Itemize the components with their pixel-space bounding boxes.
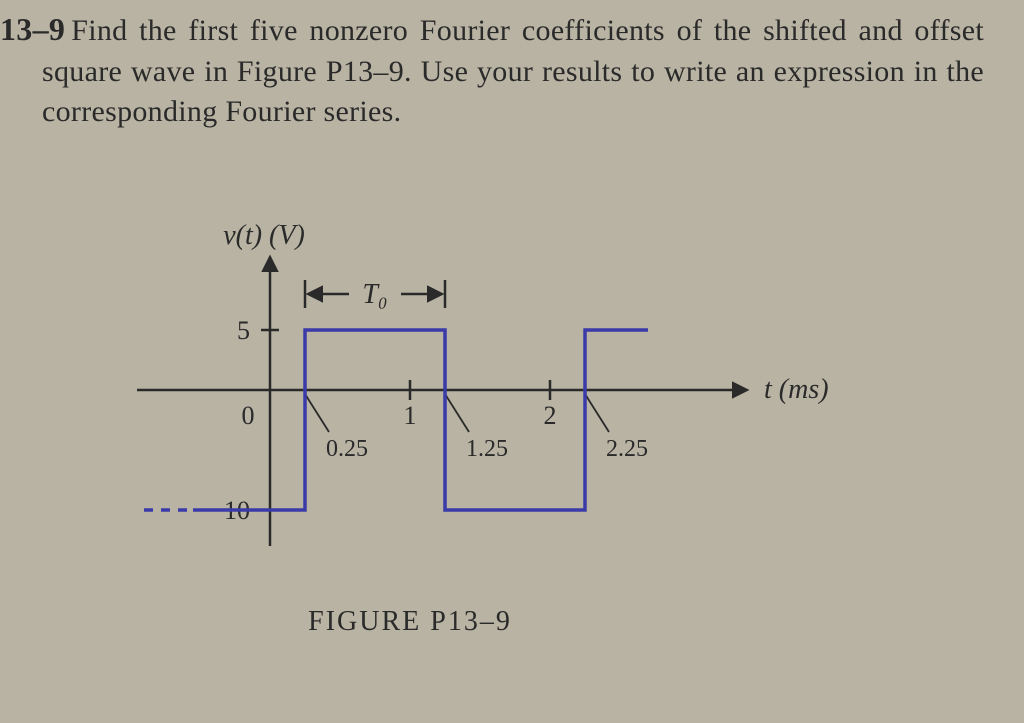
x-minor-label: 2.25 <box>606 436 648 462</box>
x-tick-label: 0 <box>242 401 255 430</box>
x-minor-label: 1.25 <box>466 436 508 462</box>
x-axis-label: t (ms) <box>764 374 829 405</box>
problem-statement: 13–9Find the first five nonzero Fourier … <box>0 8 1004 133</box>
y-axis-label: v(t) (V) <box>223 220 305 251</box>
figure-caption: FIGURE P13–9 <box>308 606 512 637</box>
x-minor-leader <box>305 394 329 432</box>
x-minor-label: 0.25 <box>326 436 368 462</box>
x-tick-label: 2 <box>544 401 557 430</box>
x-minor-leader <box>445 394 469 432</box>
period-label: T₀ <box>362 279 387 310</box>
x-tick-label: 1 <box>404 401 417 430</box>
problem-body: Find the first five nonzero Fourier coef… <box>42 14 984 128</box>
figure-p13-9: v(t) (V)t (ms)0120.251.252.25510T₀FIGURE… <box>70 200 830 700</box>
x-minor-leader <box>585 394 609 432</box>
problem-number: 13–9 <box>0 11 71 47</box>
square-wave <box>193 330 648 510</box>
y-tick-label: 5 <box>237 316 250 345</box>
